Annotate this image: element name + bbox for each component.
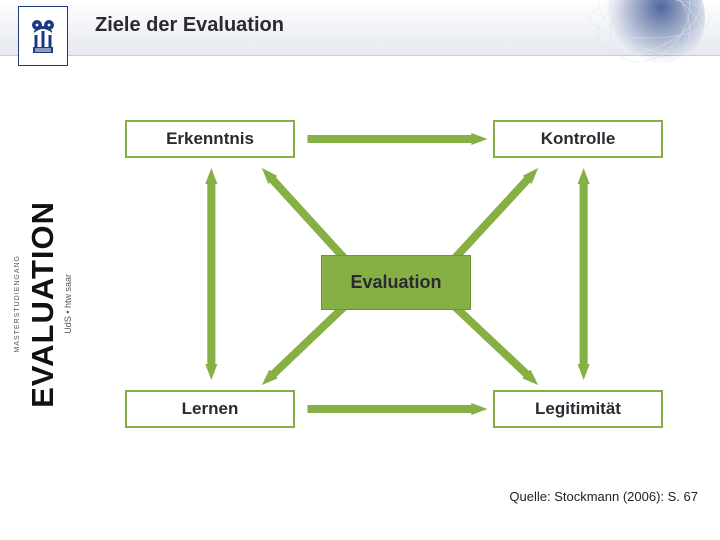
header-band: Ziele der Evaluation [0,0,720,56]
source-citation: Quelle: Stockmann (2006): S. 67 [509,489,698,504]
sidebar-label: MASTERSTUDIENGANG EVALUATION UdS • htw s… [14,88,72,520]
sidebar-big-label: EVALUATION [25,201,61,408]
sidebar-small-label: MASTERSTUDIENGANG [14,255,21,353]
header-decoration [540,0,720,68]
node-evaluation: Evaluation [321,255,471,310]
slide-title: Ziele der Evaluation [95,14,284,37]
university-logo [18,6,68,66]
sidebar-sub-label: UdS • htw saar [63,274,73,334]
node-legitimitaet: Legitimität [493,390,663,428]
node-lernen: Lernen [125,390,295,428]
node-erkenntnis: Erkenntnis [125,120,295,158]
node-kontrolle: Kontrolle [493,120,663,158]
diagram-stage: Erkenntnis Kontrolle Evaluation Lernen Legit… [95,90,702,470]
